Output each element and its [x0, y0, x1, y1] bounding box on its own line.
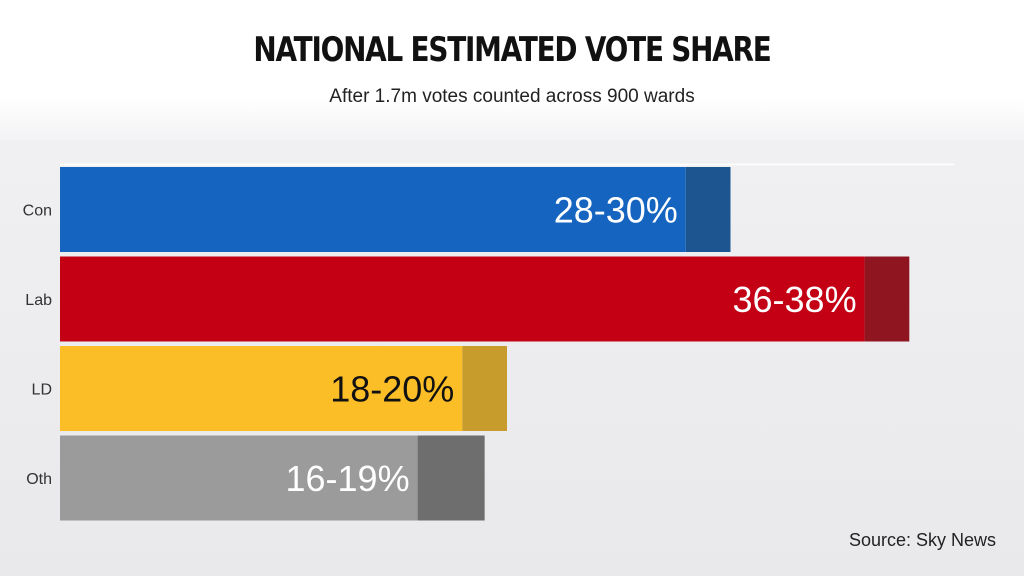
bar-label-con: 28-30% [554, 190, 678, 231]
bar-label-lab: 36-38% [733, 279, 857, 320]
bar-range-ld [462, 346, 507, 431]
bar-ld [60, 346, 463, 431]
chart-title: NATIONAL ESTIMATED VOTE SHARE [253, 30, 771, 70]
category-label-ld: LD [32, 382, 52, 399]
bar-range-oth [417, 435, 485, 521]
category-label-oth: Oth [26, 471, 52, 488]
bar-range-con [685, 167, 731, 252]
bar-range-lab [864, 256, 910, 342]
bar-oth [60, 435, 418, 521]
source-note: Source: Sky News [848, 530, 996, 550]
bar-lab [60, 256, 865, 342]
category-label-con: Con [23, 203, 52, 220]
bar-label-ld: 18-20% [330, 369, 454, 410]
bar-label-oth: 16-19% [286, 458, 410, 499]
bar-con [60, 167, 686, 252]
category-label-lab: Lab [25, 292, 52, 309]
header-band [0, 0, 1024, 140]
chart-subtitle: After 1.7m votes counted across 900 ward… [329, 86, 695, 107]
